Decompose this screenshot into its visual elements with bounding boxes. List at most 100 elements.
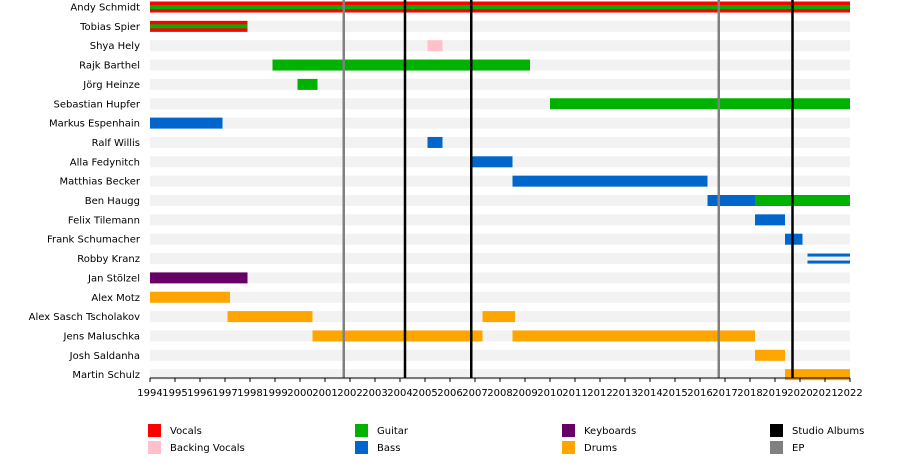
x-tick-label: 2003 bbox=[362, 388, 387, 399]
bar-guitar bbox=[150, 5, 850, 9]
member-label-j-rg-heinze: Jörg Heinze bbox=[82, 80, 140, 91]
x-tick-label: 2018 bbox=[737, 388, 762, 399]
member-label-josh-saldanha: Josh Saldanha bbox=[69, 351, 140, 362]
member-label-alex-motz: Alex Motz bbox=[91, 293, 140, 304]
member-label-frank-schumacher: Frank Schumacher bbox=[47, 235, 141, 246]
x-tick-label: 1999 bbox=[262, 388, 287, 399]
x-tick-label: 1996 bbox=[187, 388, 212, 399]
row-stripe bbox=[150, 40, 850, 52]
row-stripe bbox=[150, 175, 850, 187]
legend-swatch-studio-albums bbox=[770, 424, 783, 437]
row-stripe bbox=[150, 20, 850, 32]
member-label-felix-tilemann: Felix Tilemann bbox=[68, 215, 140, 226]
x-tick-label: 2000 bbox=[287, 388, 312, 399]
x-tick-label: 2008 bbox=[487, 388, 512, 399]
member-labels: Andy Schmidt Tobias Spier Shya Hely Rajk Ba… bbox=[29, 3, 141, 382]
legend-label-bass: Bass bbox=[377, 443, 400, 454]
member-label-ben-haugg: Ben Haugg bbox=[85, 196, 140, 207]
row-stripe bbox=[150, 291, 850, 303]
row-stripe bbox=[150, 195, 850, 206]
row-stripe bbox=[150, 330, 850, 342]
row-stripe bbox=[150, 349, 850, 361]
row-stripe bbox=[150, 253, 850, 265]
bar-bass bbox=[807, 253, 850, 257]
bar-guitar bbox=[150, 24, 248, 29]
x-tick-label: 2002 bbox=[337, 388, 362, 399]
bar-backing-vocals bbox=[427, 40, 443, 52]
x-tick-label: 1994 bbox=[137, 388, 162, 399]
legend-label-studio-albums: Studio Albums bbox=[792, 426, 864, 437]
x-tick-label: 2001 bbox=[312, 388, 337, 399]
bar-drums bbox=[150, 291, 230, 303]
bar-guitar bbox=[755, 195, 850, 206]
bar-drums bbox=[482, 311, 515, 323]
member-label-andy-schmidt: Andy Schmidt bbox=[70, 3, 140, 14]
legend-swatch-guitar bbox=[355, 424, 368, 437]
member-label-sebastian-hupfer: Sebastian Hupfer bbox=[53, 99, 140, 110]
bar-bass bbox=[755, 214, 785, 226]
x-tick-label: 2007 bbox=[462, 388, 487, 399]
release-event-lines bbox=[342, 0, 794, 378]
x-axis: 1994 1995 1996 1997 1998 1999 2000 2001 2002 2003… bbox=[137, 377, 863, 399]
row-background-stripes bbox=[150, 1, 850, 381]
x-tick-label: 2016 bbox=[687, 388, 712, 399]
x-tick-label: 2022 bbox=[837, 388, 862, 399]
x-tick-label: 2005 bbox=[412, 388, 437, 399]
row-stripe bbox=[150, 369, 850, 381]
legend-swatch-ep bbox=[770, 441, 783, 454]
member-label-robby-kranz: Robby Kranz bbox=[77, 254, 140, 265]
member-label-alla-fedynitch: Alla Fedynitch bbox=[70, 157, 140, 168]
row-stripe bbox=[150, 272, 850, 284]
x-tick-label: 2010 bbox=[537, 388, 562, 399]
bar-bass bbox=[707, 195, 755, 206]
bar-bass bbox=[150, 117, 223, 129]
x-tick-label: 2021 bbox=[812, 388, 837, 399]
legend-label-keyboards: Keyboards bbox=[584, 426, 636, 437]
member-label-jan-st-lzel: Jan Stölzel bbox=[87, 273, 140, 284]
bar-guitar bbox=[272, 59, 530, 71]
member-label-tobias-spier: Tobias Spier bbox=[79, 22, 141, 33]
bar-bass bbox=[807, 260, 850, 264]
legend-label-vocals: Vocals bbox=[170, 426, 202, 437]
member-label-shya-hely: Shya Hely bbox=[90, 41, 140, 52]
legend-label-ep: EP bbox=[792, 443, 804, 454]
legend-swatch-vocals bbox=[148, 424, 161, 437]
x-tick-label: 2014 bbox=[637, 388, 662, 399]
legend: Vocals Backing Vocals Guitar Bass Keyboards D… bbox=[148, 424, 864, 454]
member-label-markus-espenhain: Markus Espenhain bbox=[49, 119, 140, 130]
row-stripe bbox=[150, 78, 850, 90]
x-tick-label: 2004 bbox=[387, 388, 412, 399]
member-label-matthias-becker: Matthias Becker bbox=[60, 177, 141, 188]
bar-bass bbox=[427, 136, 443, 148]
member-label-ralf-willis: Ralf Willis bbox=[92, 138, 140, 149]
x-tick-label: 2015 bbox=[662, 388, 687, 399]
member-label-martin-schulz: Martin Schulz bbox=[72, 370, 140, 381]
x-tick-label: 1997 bbox=[212, 388, 237, 399]
x-tick-label: 2012 bbox=[587, 388, 612, 399]
legend-label-backing-vocals: Backing Vocals bbox=[170, 443, 245, 454]
x-tick-label: 2006 bbox=[437, 388, 462, 399]
legend-swatch-backing-vocals bbox=[148, 441, 161, 454]
bar-drums bbox=[227, 311, 313, 323]
row-stripe bbox=[150, 233, 850, 245]
row-stripe bbox=[150, 98, 850, 110]
member-bars bbox=[150, 1, 850, 381]
bar-guitar bbox=[297, 78, 318, 90]
bar-drums bbox=[755, 349, 785, 361]
x-tick-label: 2009 bbox=[512, 388, 537, 399]
row-stripe bbox=[150, 117, 850, 129]
x-tick-label: 2020 bbox=[787, 388, 812, 399]
x-tick-label: 2011 bbox=[562, 388, 587, 399]
bar-guitar bbox=[550, 98, 850, 110]
legend-swatch-bass bbox=[355, 441, 368, 454]
member-label-jens-maluschka: Jens Maluschka bbox=[63, 331, 141, 342]
legend-label-drums: Drums bbox=[584, 443, 617, 454]
bar-keyboards bbox=[150, 272, 248, 284]
legend-swatch-keyboards bbox=[562, 424, 575, 437]
x-tick-label: 1995 bbox=[162, 388, 187, 399]
x-tick-label: 2013 bbox=[612, 388, 637, 399]
bar-drums bbox=[312, 330, 483, 342]
member-label-rajk-barthel: Rajk Barthel bbox=[79, 61, 140, 72]
x-tick-label: 2019 bbox=[762, 388, 787, 399]
